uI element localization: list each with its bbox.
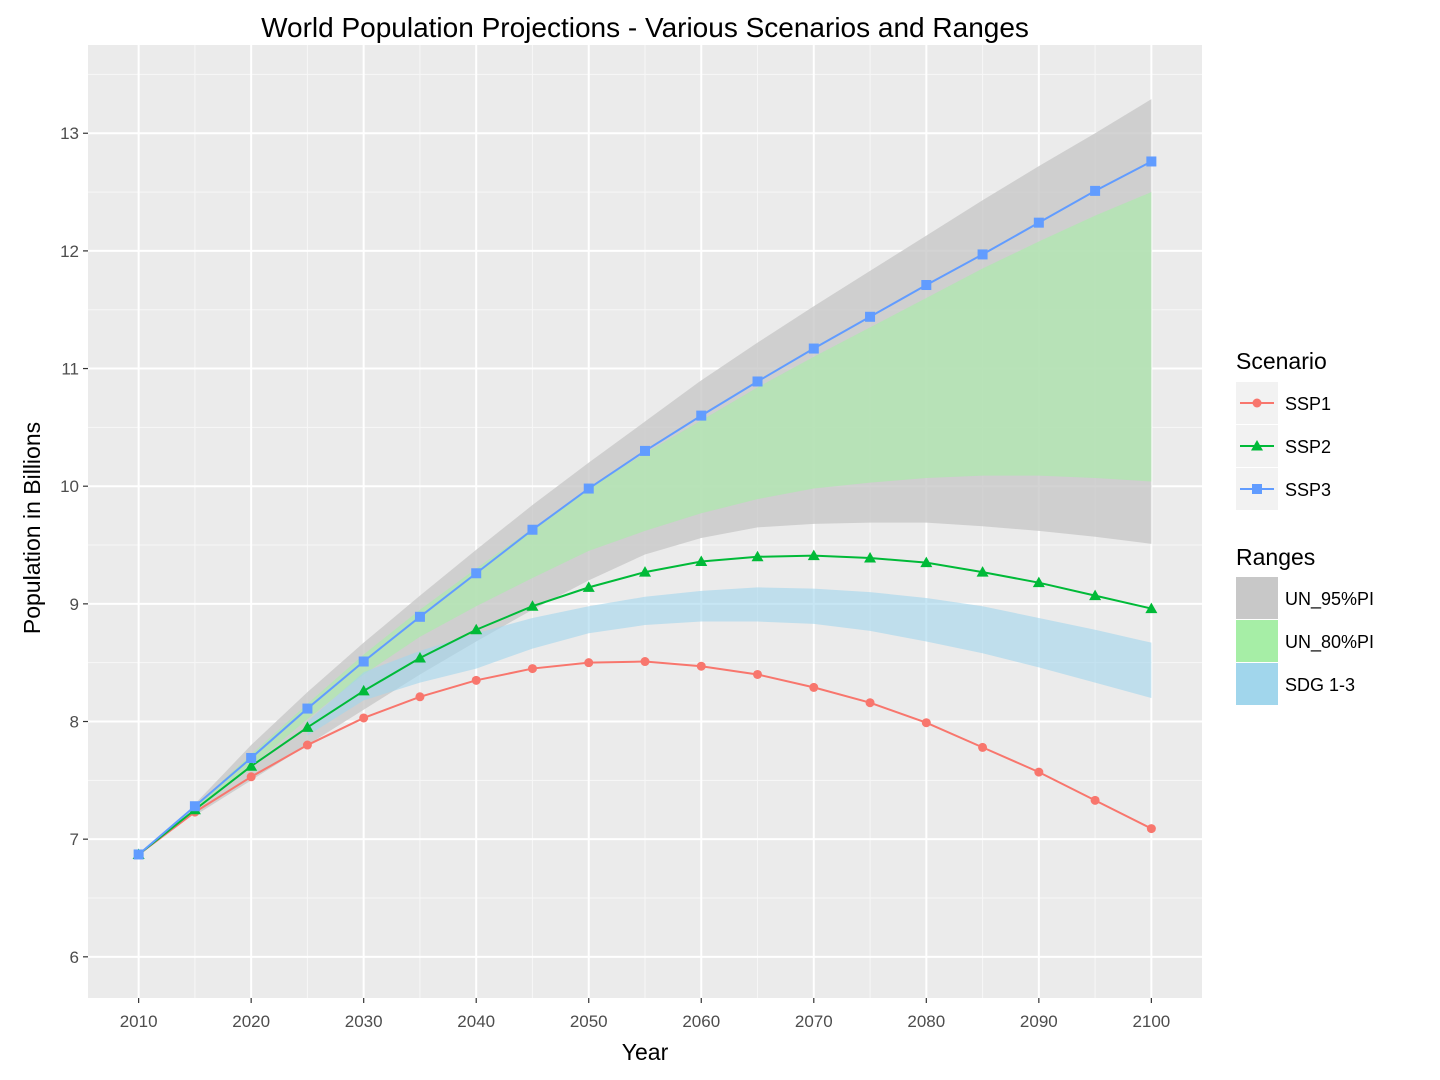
point-ssp2: [864, 551, 877, 563]
x-axis-label: Year: [622, 1039, 669, 1065]
x-tick-label: 2030: [345, 1012, 383, 1031]
point-ssp2: [413, 651, 426, 663]
legend-label-range: SDG 1-3: [1285, 675, 1355, 695]
point-ssp1: [302, 740, 312, 750]
legend-key-marker: [1252, 398, 1262, 408]
legend-key-swatch: [1236, 620, 1278, 662]
y-axis-label: Population in Billions: [19, 422, 45, 634]
point-ssp1: [1034, 767, 1044, 777]
point-ssp2: [301, 721, 314, 732]
point-ssp1: [753, 669, 763, 679]
x-tick-label: 2060: [682, 1012, 720, 1031]
y-tick-label: 11: [61, 360, 79, 379]
x-tick-label: 2050: [570, 1012, 608, 1031]
point-ssp3: [358, 656, 369, 667]
x-tick-label: 2090: [1020, 1012, 1058, 1031]
point-ssp1: [921, 718, 931, 728]
point-ssp2: [976, 566, 989, 577]
series-ssp1: [134, 657, 1156, 859]
legend-label-ssp1: SSP1: [1285, 394, 1331, 414]
legend-key-marker: [1252, 484, 1262, 494]
point-ssp2: [357, 684, 370, 696]
point-ssp1: [1146, 824, 1156, 834]
point-ssp2: [1145, 602, 1158, 614]
chart-title: World Population Projections - Various S…: [261, 12, 1029, 43]
point-ssp1: [415, 692, 425, 702]
y-tick-label: 10: [60, 477, 79, 496]
point-ssp3: [977, 249, 988, 260]
point-ssp1: [246, 772, 256, 782]
x-tick-label: 2100: [1132, 1012, 1170, 1031]
legend-label-range: UN_80%PI: [1285, 632, 1374, 653]
y-tick-label: 13: [60, 124, 79, 143]
point-ssp2: [582, 581, 595, 592]
legend-title-ranges: Ranges: [1236, 544, 1315, 570]
point-ssp3: [583, 483, 594, 494]
legend-label-ssp2: SSP2: [1285, 437, 1331, 457]
x-tick-label: 2080: [907, 1012, 945, 1031]
point-ssp3: [808, 343, 819, 354]
x-tick-label: 2010: [120, 1012, 158, 1031]
point-ssp1: [584, 658, 594, 668]
point-ssp3: [865, 311, 876, 322]
y-tick-label: 8: [70, 713, 79, 732]
point-ssp3: [527, 524, 538, 535]
point-ssp1: [471, 675, 481, 685]
legend-label-range: UN_95%PI: [1285, 589, 1374, 610]
y-tick-label: 6: [70, 948, 79, 967]
point-ssp1: [865, 698, 875, 708]
band-un-80-pi: [194, 192, 1152, 811]
point-ssp2: [807, 549, 820, 561]
x-tick-label: 2040: [457, 1012, 495, 1031]
point-ssp1: [978, 742, 988, 752]
point-ssp1: [809, 682, 819, 692]
range-bands: [194, 99, 1152, 816]
point-ssp1: [640, 657, 650, 667]
y-tick-label: 7: [70, 830, 79, 849]
y-axis-ticks: 6 7 8 9 10 11 12 13: [60, 124, 88, 967]
point-ssp3: [414, 611, 425, 622]
point-ssp2: [1089, 589, 1102, 601]
point-ssp3: [921, 280, 932, 291]
point-ssp2: [526, 600, 539, 611]
point-ssp3: [1033, 217, 1044, 228]
point-ssp1: [696, 661, 706, 671]
legend-key-marker: [1251, 440, 1263, 451]
point-ssp2: [639, 566, 651, 577]
point-ssp1: [527, 664, 537, 674]
point-ssp2: [245, 760, 258, 771]
y-tick-label: 12: [60, 242, 79, 261]
x-tick-label: 2070: [795, 1012, 833, 1031]
legend-title-scenario: Scenario: [1236, 348, 1327, 374]
y-tick-label: 9: [70, 595, 79, 614]
point-ssp2: [1032, 576, 1045, 588]
point-ssp3: [471, 568, 482, 579]
band-sdg-1-3: [307, 587, 1152, 736]
series-ssp3: [133, 156, 1157, 860]
legend-key-swatch: [1236, 663, 1278, 705]
point-ssp1: [1090, 795, 1100, 805]
point-ssp3: [246, 752, 257, 763]
point-ssp3: [189, 801, 200, 812]
legend: Scenario Ranges SSP1 SSP2 SSP3 UN_95%PI UN_8…: [1236, 348, 1374, 705]
legend-label-ssp3: SSP3: [1285, 480, 1331, 500]
point-ssp3: [302, 703, 313, 714]
point-ssp2: [695, 555, 708, 567]
point-ssp3: [1146, 156, 1157, 167]
legend-key-swatch: [1236, 577, 1278, 619]
point-ssp2: [470, 623, 483, 635]
x-axis-ticks: 2010 2020 2030 2040 2050 2060 2070 2080 2090 2100: [120, 998, 1170, 1031]
scenario-lines: [132, 156, 1158, 860]
x-tick-label: 2020: [232, 1012, 270, 1031]
point-ssp3: [752, 376, 763, 387]
point-ssp3: [640, 445, 650, 456]
point-ssp3: [133, 849, 144, 860]
point-ssp3: [1090, 185, 1101, 196]
point-ssp3: [696, 410, 707, 421]
point-ssp1: [359, 713, 369, 723]
point-ssp2: [920, 556, 933, 568]
point-ssp2: [751, 550, 764, 562]
